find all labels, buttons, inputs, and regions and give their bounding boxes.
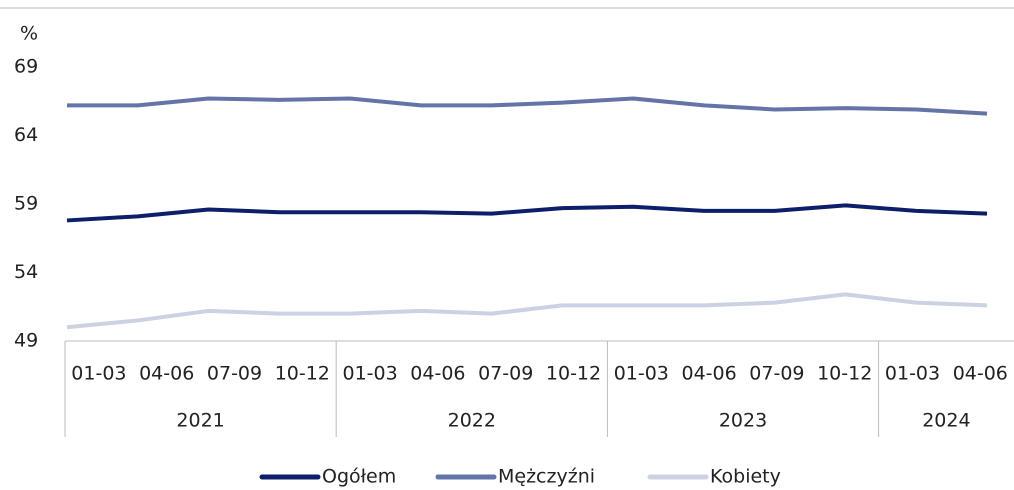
y-tick-label: 54 <box>14 261 38 283</box>
legend-label: Kobiety <box>710 466 781 488</box>
x-tick-label: 04-06 <box>139 363 194 385</box>
legend-label: Mężczyźni <box>498 466 595 488</box>
legend-label: Ogółem <box>322 466 396 488</box>
y-tick-label: 69 <box>14 56 38 78</box>
x-tick-label: 07-09 <box>207 363 262 385</box>
x-tick-label: 10-12 <box>817 363 872 385</box>
x-tick-label: 01-03 <box>71 363 126 385</box>
series-line <box>66 203 988 223</box>
x-tick-label: 10-12 <box>546 363 601 385</box>
group-label: 2023 <box>719 410 767 432</box>
group-label: 2021 <box>176 410 224 432</box>
x-tick-label: 01-03 <box>614 363 669 385</box>
x-tick-label: 07-09 <box>749 363 804 385</box>
group-label: 2024 <box>922 410 970 432</box>
series-line <box>66 292 988 330</box>
y-tick-label: 64 <box>14 124 38 146</box>
x-tick-label: 04-06 <box>410 363 465 385</box>
y-tick-label: 49 <box>14 330 38 352</box>
x-tick-label: 07-09 <box>478 363 533 385</box>
series-line <box>67 96 988 116</box>
x-tick-label: 10-12 <box>275 363 330 385</box>
x-tick-label: 04-06 <box>953 363 1008 385</box>
group-label: 2022 <box>448 410 496 432</box>
y-axis-unit: % <box>20 23 38 45</box>
x-tick-label: 01-03 <box>885 363 940 385</box>
y-tick-label: 59 <box>14 193 38 215</box>
x-tick-label: 01-03 <box>342 363 397 385</box>
x-tick-label: 04-06 <box>681 363 736 385</box>
